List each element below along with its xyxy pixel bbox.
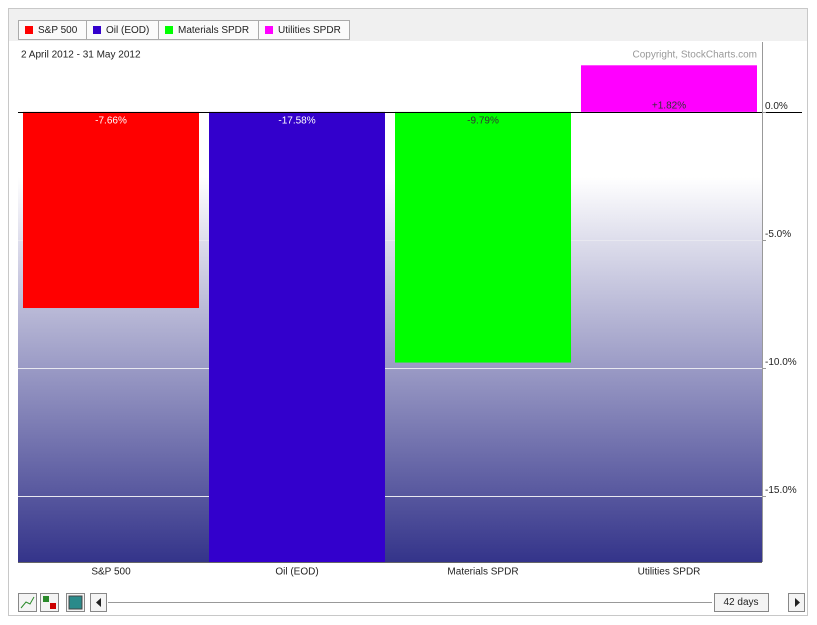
legend-swatch [265,26,273,34]
legend-tab [258,20,350,40]
legend-swatch [25,26,33,34]
value-label: +1.82% [652,101,686,112]
legend-label: Utilities SPDR [278,25,341,36]
value-label: -7.66% [95,116,127,127]
x-tick-label: Utilities SPDR [638,567,701,578]
y-tick-label: 0.0% [765,101,788,112]
period-handle[interactable] [714,593,769,612]
legend-swatch [93,26,101,34]
icon [50,603,56,609]
period-label: 42 days [723,597,758,608]
legend-entry[interactable]: Oil (EOD) [86,20,159,40]
x-tick-label: S&P 500 [91,567,131,578]
bar [395,111,571,363]
y-tick-label: -15.0% [765,485,797,496]
copyright: Copyright, StockCharts.com [633,50,758,61]
icon [96,598,101,607]
legend-entry[interactable]: S&P 500 [18,20,87,40]
icon [68,595,83,610]
value-label: -9.79% [467,116,499,127]
bar [209,111,385,562]
subtitle: 2 April 2012 - 31 May 2012 [21,50,141,61]
legend-swatch [165,26,173,34]
legend-label: Materials SPDR [178,25,249,36]
controls: 42 days [18,593,805,612]
icon [795,598,800,607]
x-tick-label: Materials SPDR [447,567,518,578]
y-tick-label: -5.0% [765,229,791,240]
legend-entry[interactable]: Materials SPDR [158,20,259,40]
value-label: -17.58% [278,116,315,127]
bar [23,111,199,309]
icon [20,596,35,609]
icon [43,596,49,602]
bar [581,65,757,112]
y-tick-label: -10.0% [765,357,797,368]
legend-label: Oil (EOD) [106,25,149,36]
legend-entry[interactable]: Utilities SPDR [258,20,350,40]
x-tick-label: Oil (EOD) [275,567,318,578]
legend-label: S&P 500 [38,25,78,36]
